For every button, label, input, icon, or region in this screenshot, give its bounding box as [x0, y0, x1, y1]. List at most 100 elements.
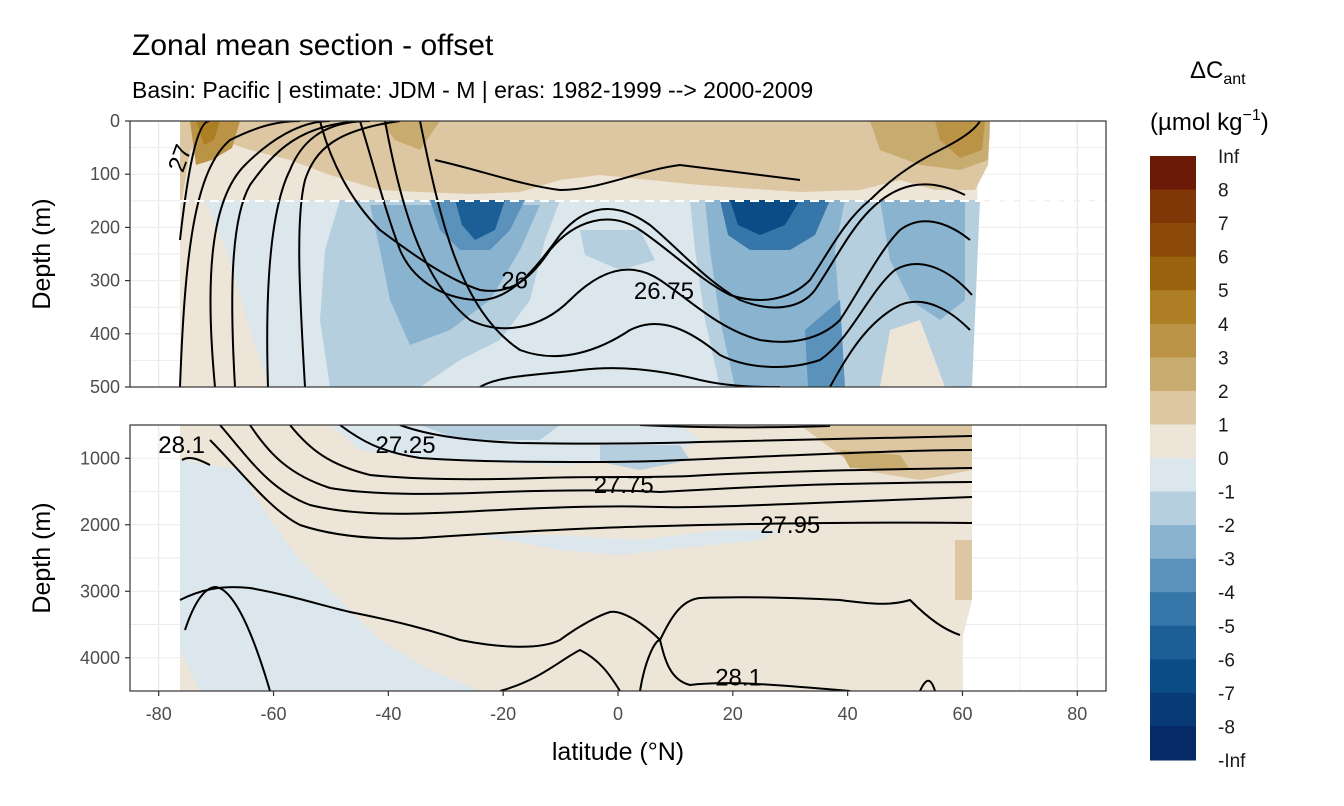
field-upper-blue9: [805, 300, 845, 387]
legend-level-label: 2: [1218, 382, 1229, 403]
legend: ΔCant (µmol kg−1) Inf 8 7 6 5 4 3 2 1 0 -1 -2 -3 -4 -5…: [1150, 57, 1269, 772]
y-tick-label: 1000: [80, 448, 120, 468]
upper-y-axis: 0 100 200 300 400 500: [90, 111, 130, 397]
lower-contour-labels: 28.1 27.25 27.75 27.95 28.1: [158, 432, 820, 692]
chart-title: Zonal mean section - offset: [132, 29, 494, 62]
legend-level-label: 5: [1218, 281, 1229, 302]
x-tick-label: -80: [146, 704, 172, 724]
field-lower-cool4: [180, 460, 480, 691]
contour-label: 27.25: [376, 432, 436, 459]
contour-label: 26: [501, 268, 528, 295]
lower-y-axis: 1000 2000 3000 4000: [80, 448, 130, 668]
legend-swatch: [1150, 390, 1196, 425]
legend-level-label: 1: [1218, 415, 1229, 436]
field-upper-warm: [180, 121, 990, 200]
x-axis: -80 -60 -40 -20 0 20 40 60 80: [146, 691, 1087, 724]
y-tick-label: 500: [90, 377, 120, 397]
legend-swatch: [1150, 458, 1196, 493]
field-upper-warm7: [880, 320, 945, 387]
field-lower-warm2: [840, 450, 910, 470]
legend-level-label: -2: [1218, 516, 1235, 537]
contour-label: 26.75: [634, 278, 694, 305]
legend-level-label: -3: [1218, 550, 1235, 571]
legend-level-label: -1: [1218, 483, 1235, 504]
x-tick-label: 20: [723, 704, 743, 724]
y-tick-label: 400: [90, 324, 120, 344]
legend-level-label: -7: [1218, 684, 1235, 705]
x-tick-label: -60: [261, 704, 287, 724]
contour-label: 27.95: [760, 512, 820, 539]
legend-level-label: 6: [1218, 248, 1229, 269]
legend-swatch: [1150, 659, 1196, 694]
legend-unit: (µmol kg−1): [1150, 107, 1269, 136]
x-tick-label: 80: [1067, 704, 1087, 724]
legend-level-label: 3: [1218, 348, 1229, 369]
legend-swatch: [1150, 558, 1196, 593]
field-upper-blue4: [455, 200, 505, 240]
legend-title: ΔCant: [1190, 57, 1246, 88]
legend-level-label: -Inf: [1218, 751, 1246, 772]
field-upper-blue8: [730, 200, 800, 235]
legend-level-label: 4: [1218, 315, 1229, 336]
x-tick-label: 40: [838, 704, 858, 724]
legend-swatch: [1150, 726, 1196, 761]
x-axis-title: latitude (°N): [552, 738, 684, 766]
legend-unit-close: ): [1261, 109, 1269, 136]
upper-heatmap: [179, 121, 1106, 387]
field-lower-warm3: [955, 540, 972, 600]
legend-swatch: [1150, 625, 1196, 660]
legend-title-main: ΔC: [1190, 57, 1223, 84]
legend-swatch: [1150, 323, 1196, 358]
field-lower-cool5: [480, 530, 780, 555]
legend-level-label: 7: [1218, 214, 1229, 235]
legend-swatch: [1150, 525, 1196, 560]
legend-swatch: [1150, 491, 1196, 526]
legend-swatch: [1150, 424, 1196, 459]
legend-unit-sup: −1: [1243, 107, 1261, 124]
legend-swatch: [1150, 189, 1196, 224]
legend-title-sub: ant: [1223, 71, 1246, 88]
legend-level-label: -4: [1218, 583, 1235, 604]
field-lower-cool3: [600, 445, 690, 470]
upper-panel-border: [129, 120, 1107, 388]
lower-panel: 1000 2000 3000 4000 Depth (m) 28.1 27.25 27.7…: [28, 424, 1107, 692]
legend-level-label: -5: [1218, 617, 1235, 638]
y-tick-label: 2000: [80, 515, 120, 535]
y-tick-label: 300: [90, 271, 120, 291]
legend-level-label: 8: [1218, 181, 1229, 202]
x-tick-label: 60: [952, 704, 972, 724]
legend-level-label: -6: [1218, 650, 1235, 671]
lower-heatmap: [179, 425, 973, 691]
y-tick-label: 100: [90, 164, 120, 184]
legend-colorbar: Inf 8 7 6 5 4 3 2 1 0 -1 -2 -3 -4 -5 -6 -7 -8 -Inf: [1150, 147, 1246, 772]
legend-swatch: [1150, 692, 1196, 727]
legend-swatch: [1150, 156, 1196, 191]
chart-subtitle: Basin: Pacific | estimate: JDM - M | era…: [132, 77, 813, 103]
y-tick-label: 3000: [80, 581, 120, 601]
field-lower-cool2: [420, 425, 560, 440]
legend-level-label: -8: [1218, 717, 1235, 738]
legend-swatch: [1150, 592, 1196, 627]
y-tick-label: 200: [90, 217, 120, 237]
contour-label: 28.1: [158, 432, 205, 459]
lower-contours: [179, 425, 973, 691]
legend-level-label: Inf: [1218, 147, 1240, 168]
x-tick-label: 0: [613, 704, 623, 724]
legend-swatch: [1150, 290, 1196, 325]
field-lower-base: [180, 425, 972, 691]
contour-label: 27.75: [594, 472, 654, 499]
x-tick-label: -20: [490, 704, 516, 724]
x-tick-label: -40: [375, 704, 401, 724]
legend-swatch: [1150, 357, 1196, 392]
legend-swatch: [1150, 223, 1196, 258]
upper-y-axis-title: Depth (m): [28, 198, 56, 309]
contour-label: 28.1: [715, 665, 762, 692]
y-tick-label: 0: [110, 111, 120, 131]
upper-contours: [179, 121, 981, 387]
lower-y-axis-title: Depth (m): [28, 502, 56, 613]
legend-level-label: 0: [1218, 449, 1229, 470]
legend-swatch: [1150, 256, 1196, 291]
y-tick-label: 4000: [80, 648, 120, 668]
